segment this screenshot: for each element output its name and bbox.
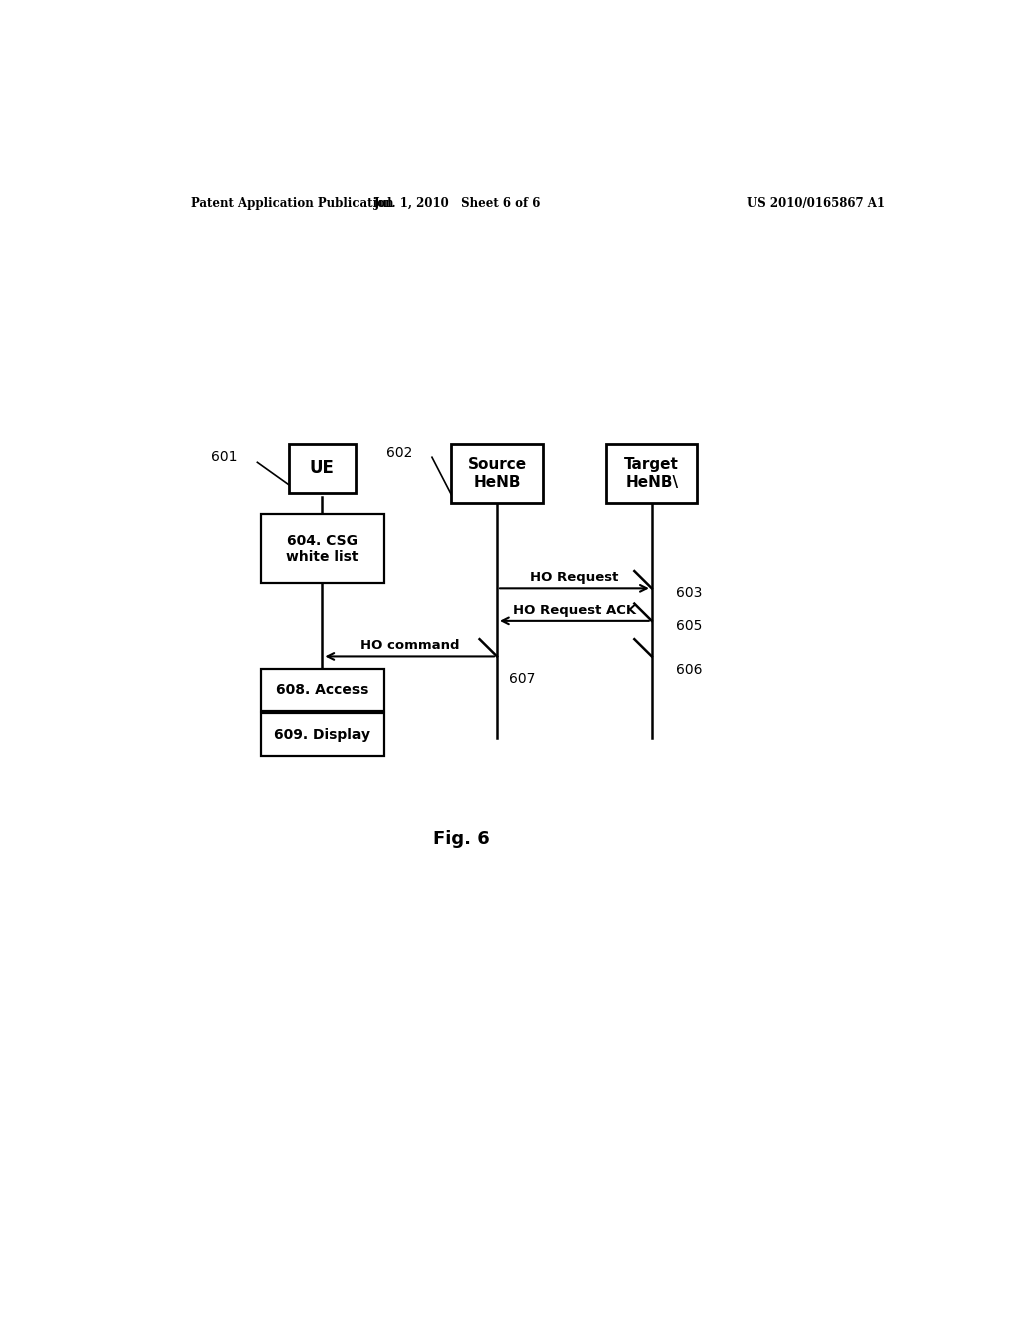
Bar xyxy=(452,444,543,503)
Bar xyxy=(606,444,697,503)
Text: HO Request ACK: HO Request ACK xyxy=(513,603,636,616)
Text: 603: 603 xyxy=(676,586,702,601)
Bar xyxy=(261,669,384,711)
Text: Target
HeNB\: Target HeNB\ xyxy=(625,457,679,490)
Text: 609. Display: 609. Display xyxy=(274,727,371,742)
Text: Fig. 6: Fig. 6 xyxy=(433,830,489,849)
Text: 602: 602 xyxy=(386,446,412,461)
Bar xyxy=(289,444,356,492)
Text: 604. CSG
white list: 604. CSG white list xyxy=(286,533,358,564)
Text: UE: UE xyxy=(310,459,335,478)
Text: Patent Application Publication: Patent Application Publication xyxy=(191,197,394,210)
Text: HO command: HO command xyxy=(360,639,460,652)
Bar xyxy=(261,713,384,756)
Text: 607: 607 xyxy=(509,672,536,686)
Text: 601: 601 xyxy=(211,450,238,465)
Text: Jul. 1, 2010   Sheet 6 of 6: Jul. 1, 2010 Sheet 6 of 6 xyxy=(374,197,541,210)
Bar xyxy=(261,515,384,583)
Text: 606: 606 xyxy=(676,663,702,677)
Text: Source
HeNB: Source HeNB xyxy=(468,457,526,490)
Text: 605: 605 xyxy=(676,619,702,634)
Text: 608. Access: 608. Access xyxy=(276,682,369,697)
Text: HO Request: HO Request xyxy=(530,572,618,585)
Text: US 2010/0165867 A1: US 2010/0165867 A1 xyxy=(748,197,885,210)
